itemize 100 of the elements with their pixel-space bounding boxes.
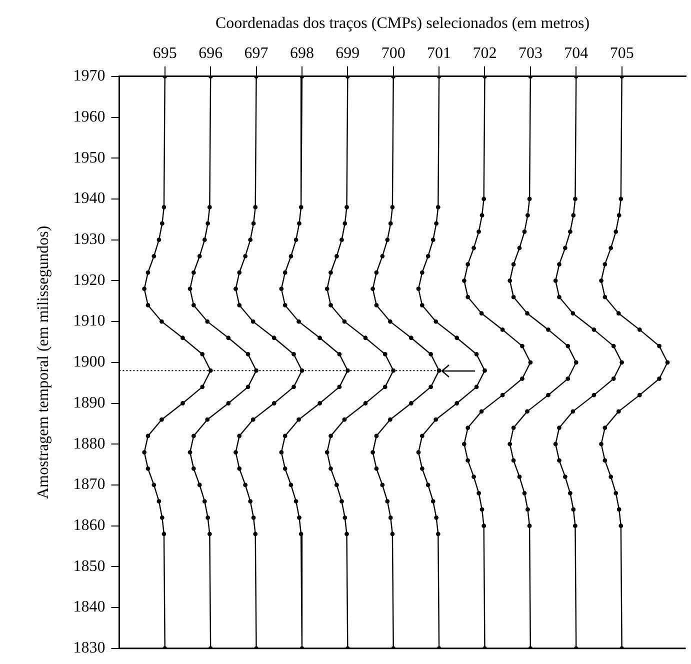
point [345, 368, 350, 373]
point [202, 238, 207, 242]
point [614, 229, 618, 234]
point [434, 319, 438, 324]
point [557, 426, 562, 430]
point [370, 286, 375, 292]
point [279, 286, 284, 292]
point [570, 409, 576, 414]
point [208, 368, 213, 373]
point [191, 466, 196, 471]
point [380, 482, 385, 488]
point [508, 278, 512, 283]
point [611, 376, 616, 381]
point [237, 466, 242, 471]
point [526, 213, 530, 218]
point [657, 376, 662, 381]
point [557, 294, 562, 300]
point [390, 204, 395, 210]
point [292, 384, 296, 390]
point [342, 221, 348, 226]
x-tick-label: 705 [610, 45, 634, 62]
x-tick-label: 696 [198, 45, 223, 62]
point [511, 294, 516, 300]
point [188, 286, 192, 292]
point [546, 328, 550, 332]
point [328, 466, 333, 471]
point [466, 262, 470, 267]
point [146, 303, 150, 308]
point [282, 270, 288, 275]
point [517, 474, 522, 479]
x-tick-label: 704 [564, 45, 588, 62]
y-tick-label: 1870 [73, 476, 106, 494]
point [197, 482, 202, 488]
point [246, 352, 250, 356]
point [616, 409, 621, 414]
point [420, 466, 424, 471]
point [142, 450, 147, 454]
point [571, 213, 576, 218]
point [476, 229, 482, 234]
point [334, 482, 339, 488]
point [482, 196, 486, 202]
y-tick-label: 1950 [73, 149, 106, 166]
point [553, 442, 558, 446]
point [526, 507, 530, 512]
point [637, 328, 642, 332]
y-tick-label: 1940 [73, 190, 106, 208]
point [562, 246, 568, 250]
point [298, 204, 304, 210]
x-tick-label: 701 [427, 45, 452, 62]
point [340, 499, 344, 504]
point [608, 246, 614, 250]
point [279, 450, 284, 454]
point [160, 515, 164, 520]
point [611, 344, 616, 348]
y-tick-label: 1880 [73, 435, 106, 452]
point [480, 213, 484, 218]
point [385, 238, 390, 242]
point [234, 450, 238, 454]
point [391, 368, 396, 373]
point [282, 434, 288, 438]
point [342, 417, 347, 422]
point [408, 401, 414, 406]
point [380, 254, 385, 258]
point [500, 328, 505, 332]
point [616, 507, 622, 512]
point [388, 417, 392, 422]
point [500, 392, 505, 398]
y-tick-label: 1960 [73, 108, 106, 126]
point [334, 254, 339, 258]
point [390, 532, 395, 536]
point [297, 221, 302, 226]
point [200, 384, 205, 390]
x-tick-label: 699 [336, 45, 360, 62]
point [146, 466, 150, 471]
point [272, 336, 276, 340]
point [428, 384, 434, 390]
point [250, 319, 256, 324]
y-axis-title: Amostragem temporal (em milissegundos) [34, 226, 52, 500]
point [592, 328, 596, 332]
point [420, 434, 424, 438]
point [482, 524, 486, 528]
point [156, 499, 162, 504]
x-tick-label: 695 [152, 45, 177, 62]
point [253, 532, 258, 536]
point [243, 482, 248, 488]
point [294, 499, 298, 504]
point [482, 368, 487, 373]
point [234, 286, 238, 292]
point [527, 524, 532, 528]
point [599, 278, 604, 283]
point [342, 515, 348, 520]
point [602, 262, 608, 267]
y-tick-label: 1840 [73, 598, 106, 616]
point [374, 466, 379, 471]
point [324, 286, 330, 292]
point [434, 417, 438, 422]
x-tick-label: 697 [244, 45, 268, 62]
point [527, 196, 532, 202]
point [318, 401, 322, 406]
point [546, 392, 550, 398]
